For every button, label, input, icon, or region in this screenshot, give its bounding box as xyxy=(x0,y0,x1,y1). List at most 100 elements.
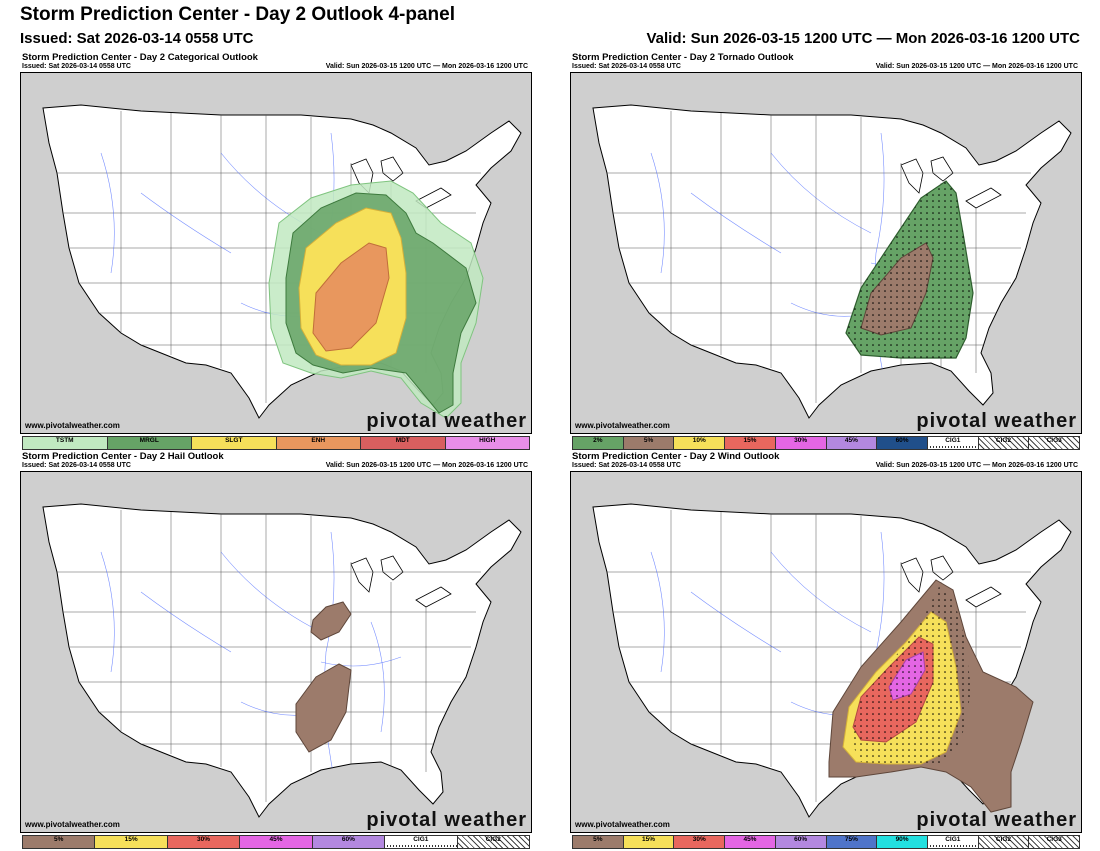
great-lakes xyxy=(900,156,1002,209)
legend: 5% 15% 30% 45% 60% CIG1 CIG2 xyxy=(22,835,530,849)
legend-item: 60% xyxy=(312,836,386,848)
river xyxy=(770,152,872,234)
enh-area xyxy=(312,242,390,352)
legend-label: SLGT xyxy=(225,437,243,444)
river xyxy=(140,591,232,653)
source-url: www.pivotalweather.com xyxy=(575,820,670,829)
river xyxy=(690,192,782,254)
pivotal-weather-logo: pivotal weather xyxy=(916,809,1077,831)
wind-cig1-area xyxy=(851,587,971,764)
legend-item: 60% xyxy=(877,437,928,449)
legend-label: 10% xyxy=(692,437,706,444)
legend-label: CIG2 xyxy=(995,437,1012,444)
categorical-map: www.pivotalweather.com pivotal weather xyxy=(20,72,532,434)
legend-item: 30% xyxy=(775,437,827,449)
pivotal-weather-logo: pivotal weather xyxy=(916,410,1077,432)
panel-valid: Valid: Sun 2026-03-15 1200 UTC — Mon 202… xyxy=(875,462,1078,469)
river xyxy=(770,551,872,633)
legend-item: SLGT xyxy=(192,437,277,449)
legend-item: 5% xyxy=(573,836,624,848)
legend-item: 60% xyxy=(775,836,827,848)
legend-item: ENH xyxy=(276,437,361,449)
legend-label: 30% xyxy=(197,836,211,843)
panel-issued: Issued: Sat 2026-03-14 0558 UTC xyxy=(22,63,131,70)
legend-item: 45% xyxy=(826,437,878,449)
pivotal-weather-logo: pivotal weather xyxy=(366,809,527,831)
legend-label: CIG3 xyxy=(1046,437,1062,444)
legend-item: 15% xyxy=(725,437,776,449)
hail-map: www.pivotalweather.com pivotal weather xyxy=(20,471,532,833)
source-url: www.pivotalweather.com xyxy=(25,820,120,829)
legend-label: ENH xyxy=(311,437,326,444)
panel-issued: Issued: Sat 2026-03-14 0558 UTC xyxy=(572,63,681,70)
legend-item: HIGH xyxy=(445,437,529,449)
legend-item: CIG3 xyxy=(1029,437,1080,449)
legend-item: 2% xyxy=(573,437,624,449)
panel-valid: Valid: Sun 2026-03-15 1200 UTC — Mon 202… xyxy=(325,462,528,469)
legend-item: CIG3 xyxy=(1029,836,1080,848)
legend-item: CIG2 xyxy=(978,836,1030,848)
legend-label: 45% xyxy=(743,836,757,843)
legend-label: CIG1 xyxy=(945,836,961,843)
great-lakes xyxy=(900,555,1002,608)
state-borders xyxy=(57,510,481,802)
categorical-panel: Storm Prediction Center - Day 2 Categori… xyxy=(20,52,532,452)
legend-label: CIG3 xyxy=(1046,836,1062,843)
legend-label: 30% xyxy=(794,437,808,444)
river xyxy=(320,656,402,667)
panel-issued: Issued: Sat 2026-03-14 0558 UTC xyxy=(22,462,131,469)
legend: 2% 5% 10% 15% 30% 45% 60% CIG1 CIG2 CIG3 xyxy=(572,436,1080,450)
river xyxy=(650,152,665,274)
legend: 5% 15% 30% 45% 60% 75% 90% CIG1 CIG2 CIG3 xyxy=(572,835,1080,849)
legend-label: CIG2 xyxy=(995,836,1012,843)
great-lakes xyxy=(350,555,452,608)
legend-item: 5% xyxy=(23,836,96,848)
legend-item: 15% xyxy=(95,836,168,848)
legend-item: 30% xyxy=(167,836,241,848)
legend-item: CIG1 xyxy=(385,836,458,848)
panel-valid: Valid: Sun 2026-03-15 1200 UTC — Mon 202… xyxy=(875,63,1078,70)
legend-item: 15% xyxy=(623,836,675,848)
legend-label: TSTM xyxy=(55,437,74,444)
legend-label: 60% xyxy=(341,836,355,843)
legend-label: 60% xyxy=(895,437,909,444)
legend-label: MDT xyxy=(395,437,410,444)
conus-outline xyxy=(42,503,522,818)
legend-item: 45% xyxy=(240,836,313,848)
legend-label: 5% xyxy=(643,437,654,444)
river xyxy=(370,621,385,733)
river xyxy=(140,192,232,254)
pivotal-weather-logo: pivotal weather xyxy=(366,410,527,432)
legend: TSTM MRGL SLGT ENH MDT HIGH xyxy=(22,436,530,450)
tornado-map: www.pivotalweather.com pivotal weather xyxy=(570,72,1082,434)
legend-item: TSTM xyxy=(23,437,108,449)
legend-label: 75% xyxy=(844,836,858,843)
legend-label: 90% xyxy=(895,836,909,843)
tornado-cig1-area xyxy=(846,181,973,358)
legend-label: 5% xyxy=(593,836,603,843)
legend-item: 5% xyxy=(623,437,675,449)
page-title: Storm Prediction Center - Day 2 Outlook … xyxy=(20,4,455,25)
legend-item: 10% xyxy=(674,437,726,449)
legend-item: 45% xyxy=(725,836,776,848)
legend-label: 15% xyxy=(743,437,757,444)
legend-item: 75% xyxy=(826,836,878,848)
legend-label: 30% xyxy=(692,836,706,843)
hail-5pct-area-south xyxy=(295,663,352,753)
legend-item: CIG2 xyxy=(978,437,1030,449)
wind-map: www.pivotalweather.com pivotal weather xyxy=(570,471,1082,833)
legend-item: MDT xyxy=(361,437,446,449)
legend-label: 60% xyxy=(794,836,808,843)
panel-title: Storm Prediction Center - Day 2 Wind Out… xyxy=(572,451,780,462)
legend-label: 45% xyxy=(269,836,283,843)
legend-label: CIG2 xyxy=(485,836,501,843)
panel-valid: Valid: Sun 2026-03-15 1200 UTC — Mon 202… xyxy=(325,63,528,70)
wind-panel: Storm Prediction Center - Day 2 Wind Out… xyxy=(570,451,1082,851)
legend-label: 45% xyxy=(844,437,858,444)
panel-title: Storm Prediction Center - Day 2 Hail Out… xyxy=(22,451,224,462)
river xyxy=(100,551,115,673)
legend-label: CIG1 xyxy=(945,437,961,444)
river xyxy=(100,152,115,274)
panel-title: Storm Prediction Center - Day 2 Tornado … xyxy=(572,52,794,63)
valid-time: Valid: Sun 2026-03-15 1200 UTC — Mon 202… xyxy=(646,30,1080,47)
